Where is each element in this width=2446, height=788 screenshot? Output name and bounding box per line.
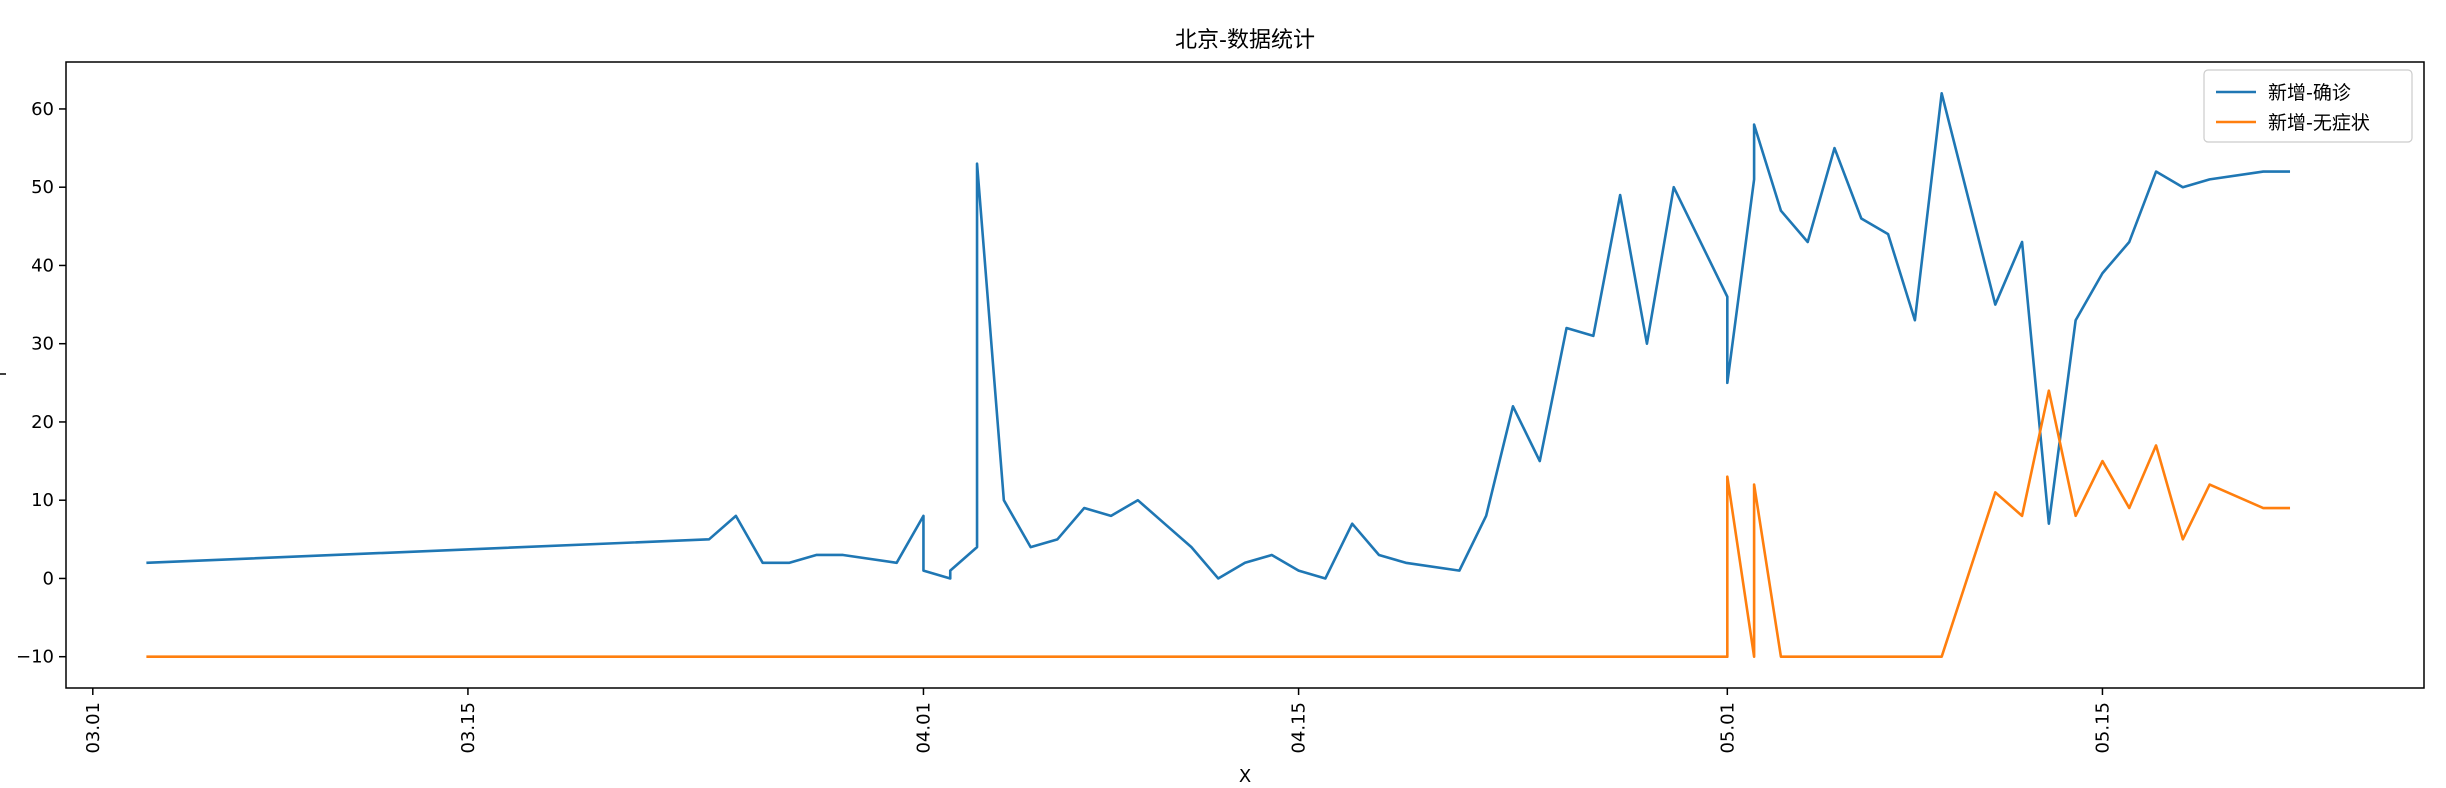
y-tick-label: 40: [31, 255, 54, 276]
x-tick-label: 05.15: [2092, 702, 2113, 754]
chart-title: 北京-数据统计: [1175, 28, 1315, 53]
y-tick-label: 20: [31, 412, 54, 433]
legend-label: 新增-无症状: [2268, 112, 2370, 134]
x-tick-label: 03.01: [83, 702, 104, 754]
x-tick-label: 03.15: [458, 702, 479, 754]
x-axis-ticks: 03.01 03.15 04.01 04.15 05.01 05.15: [83, 688, 2113, 754]
x-tick-label: 04.15: [1289, 702, 1310, 754]
y-tick-label: 60: [31, 99, 54, 120]
y-tick-label: 10: [31, 490, 54, 511]
y-tick-label: 0: [43, 568, 54, 589]
y-axis-ticks: −10 0 10 20 30 40 50 60: [16, 99, 66, 668]
legend-label: 新增-确诊: [2268, 82, 2351, 104]
series-lines: [146, 92, 2291, 658]
x-tick-label: 04.01: [913, 702, 934, 754]
y-tick-label: −10: [16, 647, 54, 668]
plot-frame: [65, 61, 2425, 689]
y-tick-label: 30: [31, 334, 54, 355]
series-line-2: [146, 389, 2291, 658]
series-line-1: [146, 92, 2291, 580]
y-tick-label: 50: [31, 177, 54, 198]
legend-box: [2203, 69, 2413, 143]
x-tick-label: 05.01: [1717, 702, 1738, 754]
x-axis-label: X: [1239, 766, 1251, 787]
